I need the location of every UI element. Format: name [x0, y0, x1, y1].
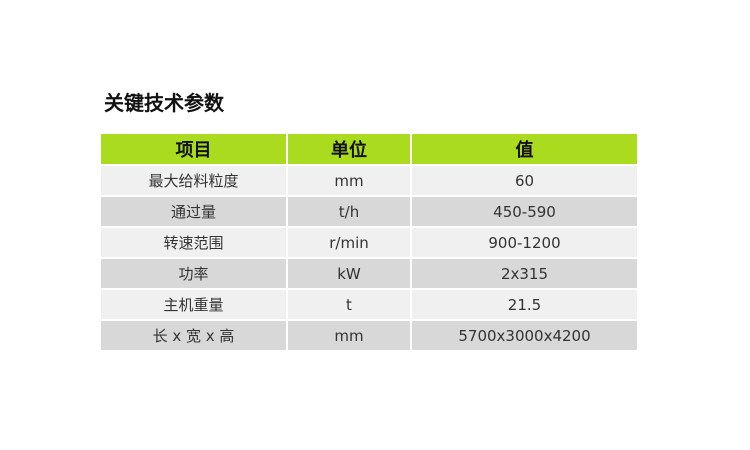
table-row: 功率 kW 2x315 — [101, 257, 637, 290]
cell-item: 长 x 宽 x 高 — [101, 319, 288, 352]
cell-item: 最大给料粒度 — [101, 165, 288, 197]
cell-item: 通过量 — [101, 195, 288, 228]
table-row: 通过量 t/h 450-590 — [101, 195, 637, 228]
cell-item: 主机重量 — [101, 288, 288, 321]
cell-value: 450-590 — [410, 195, 637, 228]
header-unit: 单位 — [286, 134, 412, 166]
cell-item: 转速范围 — [101, 226, 288, 259]
cell-value: 900-1200 — [410, 226, 637, 259]
table-header-row: 项目 单位 值 — [101, 134, 637, 166]
table-row: 转速范围 r/min 900-1200 — [101, 226, 637, 259]
header-item: 项目 — [101, 134, 288, 166]
specs-table: 项目 单位 值 最大给料粒度 mm 60 通过量 t/h 450-590 转速范围 r/min… — [101, 134, 637, 352]
cell-value: 21.5 — [410, 288, 637, 321]
table-row: 最大给料粒度 mm 60 — [101, 165, 637, 197]
cell-unit: r/min — [286, 226, 412, 259]
cell-unit: t/h — [286, 195, 412, 228]
table-row: 长 x 宽 x 高 mm 5700x3000x4200 — [101, 319, 637, 352]
header-value: 值 — [410, 134, 637, 166]
cell-unit: mm — [286, 165, 412, 197]
cell-value: 5700x3000x4200 — [410, 319, 637, 352]
cell-item: 功率 — [101, 257, 288, 290]
cell-value: 2x315 — [410, 257, 637, 290]
section-title: 关键技术参数 — [104, 91, 224, 115]
cell-unit: mm — [286, 319, 412, 352]
cell-unit: t — [286, 288, 412, 321]
cell-unit: kW — [286, 257, 412, 290]
table-row: 主机重量 t 21.5 — [101, 288, 637, 321]
cell-value: 60 — [410, 165, 637, 197]
